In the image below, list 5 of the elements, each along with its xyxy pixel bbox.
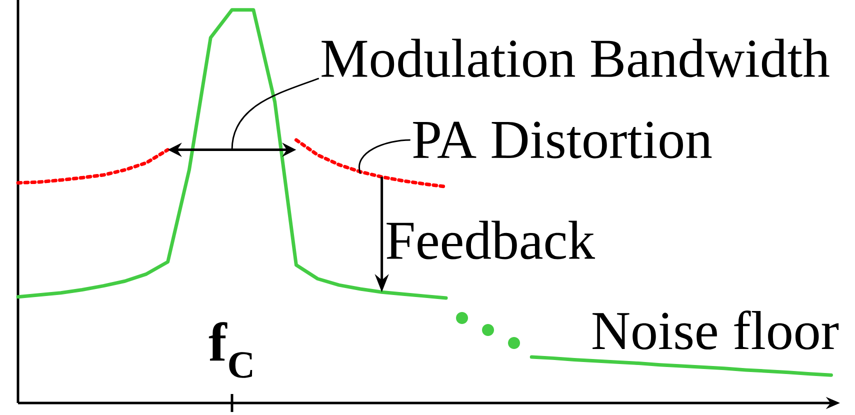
annotation: f$_{C}$	[208, 322, 252, 378]
annotation: PA Distortion	[413, 122, 712, 158]
annotation: Noise floor	[592, 310, 839, 350]
annotation: Modulation Bandwidth	[322, 38, 830, 78]
annotation: Feedback	[386, 220, 596, 260]
